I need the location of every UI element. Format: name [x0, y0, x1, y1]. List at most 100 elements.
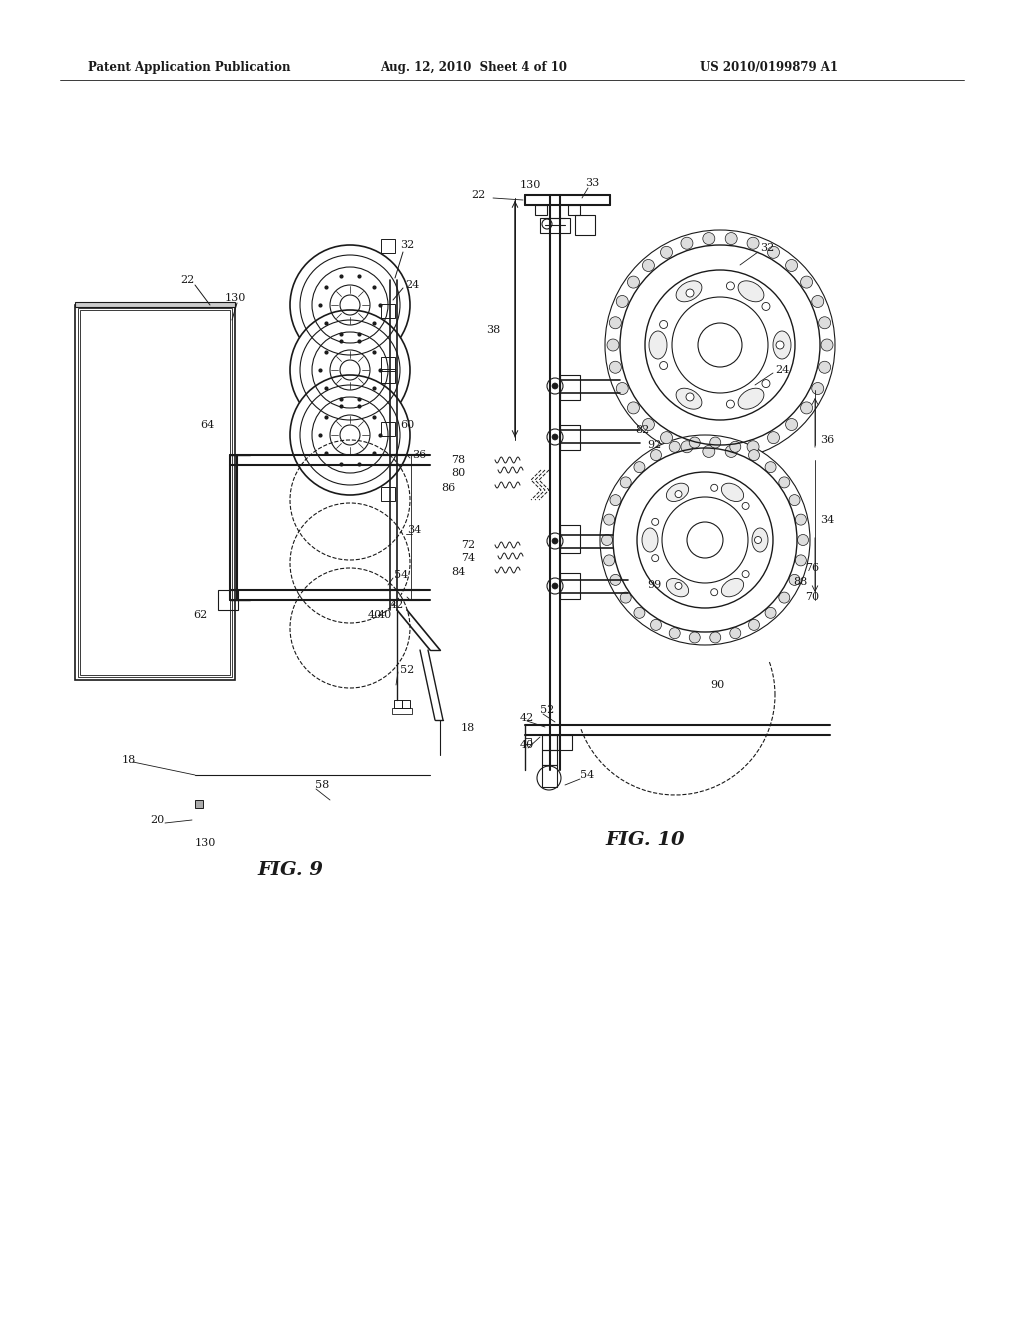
Text: 60: 60	[400, 420, 415, 430]
Text: 33: 33	[585, 178, 599, 187]
Text: 130: 130	[225, 293, 247, 304]
Circle shape	[552, 434, 558, 440]
Text: 34: 34	[407, 525, 421, 535]
Circle shape	[796, 554, 806, 566]
Bar	[80, 310, 230, 675]
Circle shape	[607, 339, 618, 351]
Text: Patent Application Publication: Patent Application Publication	[88, 62, 291, 74]
Circle shape	[290, 246, 410, 366]
Text: 99: 99	[647, 579, 662, 590]
Bar	[78, 308, 232, 677]
Circle shape	[762, 302, 770, 310]
Circle shape	[628, 401, 639, 414]
Circle shape	[609, 317, 622, 329]
Text: 36: 36	[412, 450, 426, 459]
Circle shape	[634, 462, 645, 473]
Bar	[381, 304, 395, 318]
Circle shape	[650, 619, 662, 631]
Bar	[535, 205, 547, 215]
Circle shape	[812, 383, 823, 395]
Text: 18: 18	[461, 723, 475, 733]
Circle shape	[801, 401, 813, 414]
Text: 62: 62	[193, 610, 207, 620]
Text: 74: 74	[461, 553, 475, 564]
Text: 64: 64	[200, 420, 214, 430]
Ellipse shape	[773, 331, 791, 359]
Text: 18: 18	[122, 755, 136, 766]
Circle shape	[725, 445, 737, 458]
Bar	[540, 218, 570, 234]
Circle shape	[689, 437, 700, 447]
Circle shape	[659, 362, 668, 370]
Circle shape	[821, 339, 833, 351]
Circle shape	[552, 383, 558, 389]
Bar	[381, 239, 395, 253]
Circle shape	[552, 583, 558, 589]
Circle shape	[726, 400, 734, 408]
Bar	[75, 305, 234, 680]
Bar	[560, 573, 580, 599]
Ellipse shape	[721, 578, 743, 597]
Text: Aug. 12, 2010  Sheet 4 of 10: Aug. 12, 2010 Sheet 4 of 10	[380, 62, 567, 74]
Text: 40: 40	[368, 610, 382, 620]
Text: 80: 80	[451, 469, 465, 478]
Ellipse shape	[649, 331, 667, 359]
Bar	[392, 708, 412, 714]
Circle shape	[603, 554, 614, 566]
Circle shape	[290, 310, 410, 430]
Text: 84: 84	[451, 568, 465, 577]
Circle shape	[711, 589, 718, 595]
Bar	[542, 750, 557, 766]
Text: 20: 20	[150, 814, 164, 825]
Circle shape	[675, 491, 682, 498]
Circle shape	[762, 380, 770, 388]
Circle shape	[642, 418, 654, 430]
Text: 70: 70	[805, 591, 819, 602]
Text: 92: 92	[647, 440, 662, 450]
Circle shape	[768, 432, 779, 444]
Text: 24: 24	[406, 280, 419, 290]
Circle shape	[681, 441, 693, 453]
Circle shape	[603, 513, 614, 525]
Text: 32: 32	[760, 243, 774, 253]
Ellipse shape	[752, 528, 768, 552]
Ellipse shape	[667, 578, 688, 597]
Circle shape	[768, 247, 779, 259]
Text: FIG. 9: FIG. 9	[257, 861, 323, 879]
Circle shape	[616, 383, 629, 395]
Bar	[75, 302, 234, 308]
Ellipse shape	[667, 483, 688, 502]
Circle shape	[725, 232, 737, 244]
Circle shape	[710, 437, 721, 447]
Text: 78: 78	[451, 455, 465, 465]
Bar	[575, 215, 595, 235]
Ellipse shape	[738, 388, 764, 409]
Circle shape	[801, 276, 813, 288]
Circle shape	[748, 238, 759, 249]
Circle shape	[686, 393, 694, 401]
Bar	[381, 487, 395, 502]
Circle shape	[798, 535, 809, 545]
Bar	[394, 700, 402, 708]
Circle shape	[650, 450, 662, 461]
Bar	[525, 738, 531, 744]
Circle shape	[642, 260, 654, 272]
Circle shape	[702, 445, 715, 458]
Text: 86: 86	[440, 483, 455, 492]
Text: 82: 82	[635, 425, 649, 436]
Text: 34: 34	[820, 515, 835, 525]
Circle shape	[779, 593, 790, 603]
Text: 42: 42	[520, 713, 535, 723]
Bar	[218, 590, 238, 610]
Circle shape	[670, 628, 680, 639]
Circle shape	[796, 513, 806, 525]
Text: 42: 42	[390, 601, 404, 610]
Ellipse shape	[676, 281, 701, 302]
Circle shape	[659, 321, 668, 329]
Circle shape	[660, 247, 673, 259]
Circle shape	[689, 632, 700, 643]
Circle shape	[552, 539, 558, 544]
Circle shape	[748, 441, 759, 453]
Text: 54: 54	[580, 770, 594, 780]
Circle shape	[726, 282, 734, 290]
